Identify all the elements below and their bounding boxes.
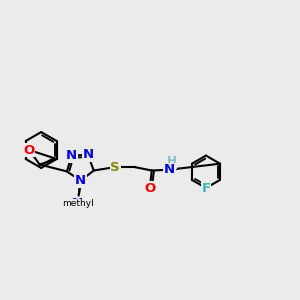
Text: N: N [73,198,84,211]
Text: F: F [201,182,211,194]
Text: O: O [23,143,35,157]
Text: methyl: methyl [62,200,94,208]
Text: O: O [144,182,155,195]
Text: N: N [164,163,175,176]
Text: N: N [71,197,82,210]
Text: H: H [167,155,177,169]
Text: N: N [75,174,86,187]
Text: N: N [66,149,77,162]
Text: N: N [82,148,94,161]
Text: S: S [110,160,120,174]
Text: N: N [75,174,86,187]
